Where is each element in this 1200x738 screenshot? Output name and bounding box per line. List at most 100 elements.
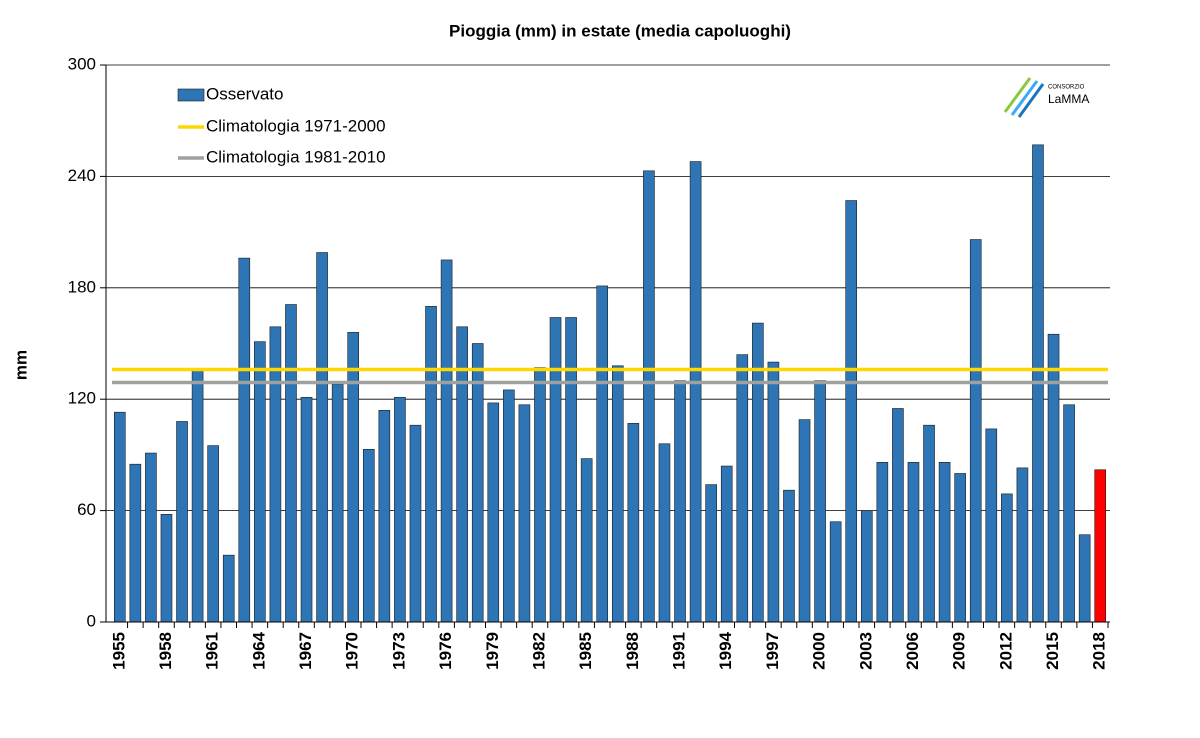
logo-stripe (1003, 77, 1032, 113)
logo-stripe (1017, 83, 1045, 118)
bar (1078, 534, 1091, 623)
x-tick-label: 1964 (249, 631, 268, 669)
x-tick-label: 2009 (950, 632, 969, 670)
bar (845, 200, 858, 623)
x-tick-label: 2006 (903, 632, 922, 670)
bar (425, 306, 437, 623)
bar (1016, 467, 1029, 623)
bar (938, 462, 951, 623)
bar (347, 332, 360, 623)
bar (145, 452, 157, 623)
x-tick-label: 1997 (763, 632, 782, 670)
bar (549, 317, 562, 623)
bar (207, 445, 219, 623)
x-tick-label: 1967 (296, 632, 315, 670)
bar (643, 170, 655, 623)
x-tick-label: 1976 (436, 632, 455, 670)
x-tick-label: 1961 (203, 632, 222, 670)
bar (534, 367, 546, 623)
bar (720, 465, 733, 623)
bar (907, 462, 920, 623)
bar (767, 361, 780, 623)
bar (362, 449, 375, 623)
legend-swatch (177, 88, 205, 102)
bar (331, 384, 344, 623)
bar (596, 285, 609, 623)
x-tick-label: 2000 (810, 632, 829, 670)
bar (798, 419, 811, 623)
bar (1063, 404, 1075, 623)
bar (440, 259, 453, 623)
x-tick-label: 2015 (1043, 632, 1062, 670)
logo-stripe (1010, 80, 1039, 116)
x-tick-label: 1979 (483, 632, 502, 670)
bar (285, 304, 297, 623)
bar (409, 424, 422, 623)
bar (876, 462, 889, 623)
bar (238, 257, 251, 623)
logo: CONSORZIO LaMMA (1003, 77, 1089, 118)
bar (627, 423, 640, 623)
bar (487, 402, 500, 623)
bar (378, 410, 391, 623)
x-tick-label: 1991 (670, 632, 689, 670)
bar (580, 458, 593, 623)
bar (471, 343, 484, 623)
y-tick-label: 180 (68, 277, 96, 296)
bar (674, 380, 686, 623)
bar (985, 428, 998, 623)
x-tick-label: 2012 (996, 632, 1015, 670)
bar (565, 317, 577, 623)
bar (892, 408, 904, 623)
x-tick-label: 1994 (716, 631, 735, 669)
x-tick-label: 2003 (856, 632, 875, 670)
legend-label: Osservato (206, 84, 283, 103)
bar (783, 489, 795, 623)
bar (829, 521, 842, 623)
x-tick-label: 1973 (389, 632, 408, 670)
y-tick-label: 300 (68, 54, 96, 73)
bar (658, 443, 671, 623)
bar (222, 554, 235, 623)
x-tick-label: 1955 (109, 632, 128, 670)
bar (1001, 493, 1013, 623)
bar (611, 365, 624, 623)
bar (969, 239, 982, 623)
bar (160, 514, 173, 623)
bar (191, 369, 204, 623)
y-tick-label: 240 (68, 166, 96, 185)
legend-label: Climatologia 1981-2010 (206, 147, 386, 166)
bar (503, 389, 515, 623)
x-tick-label: 1985 (576, 632, 595, 670)
chart-title: Pioggia (mm) in estate (media capoluoghi… (449, 21, 791, 40)
y-tick-label: 0 (87, 611, 96, 630)
bar (736, 354, 749, 623)
y-axis-label: mm (11, 350, 30, 380)
bar (705, 484, 717, 623)
x-tick-label: 1988 (623, 632, 642, 670)
x-tick-label: 1982 (529, 632, 548, 670)
bar (518, 404, 531, 623)
y-tick-label: 60 (77, 500, 96, 519)
logo-small: CONSORZIO (1048, 85, 1085, 91)
bar (814, 380, 826, 623)
bar (300, 397, 313, 623)
x-tick-label: 2018 (1090, 632, 1109, 670)
x-tick-label: 1958 (156, 632, 175, 670)
bar (394, 397, 406, 623)
bar (316, 252, 328, 623)
bar (1094, 469, 1107, 623)
bar (176, 421, 188, 623)
x-tick-label: 1970 (343, 632, 362, 670)
y-tick-label: 120 (68, 389, 96, 408)
bar (954, 473, 966, 623)
bar (689, 161, 702, 623)
bar (923, 424, 935, 623)
logo-name: LaMMA (1048, 92, 1089, 106)
bar (129, 463, 142, 623)
bar (860, 510, 873, 623)
bar (113, 411, 126, 623)
legend-label: Climatologia 1971-2000 (206, 116, 386, 135)
bar (1047, 333, 1060, 623)
